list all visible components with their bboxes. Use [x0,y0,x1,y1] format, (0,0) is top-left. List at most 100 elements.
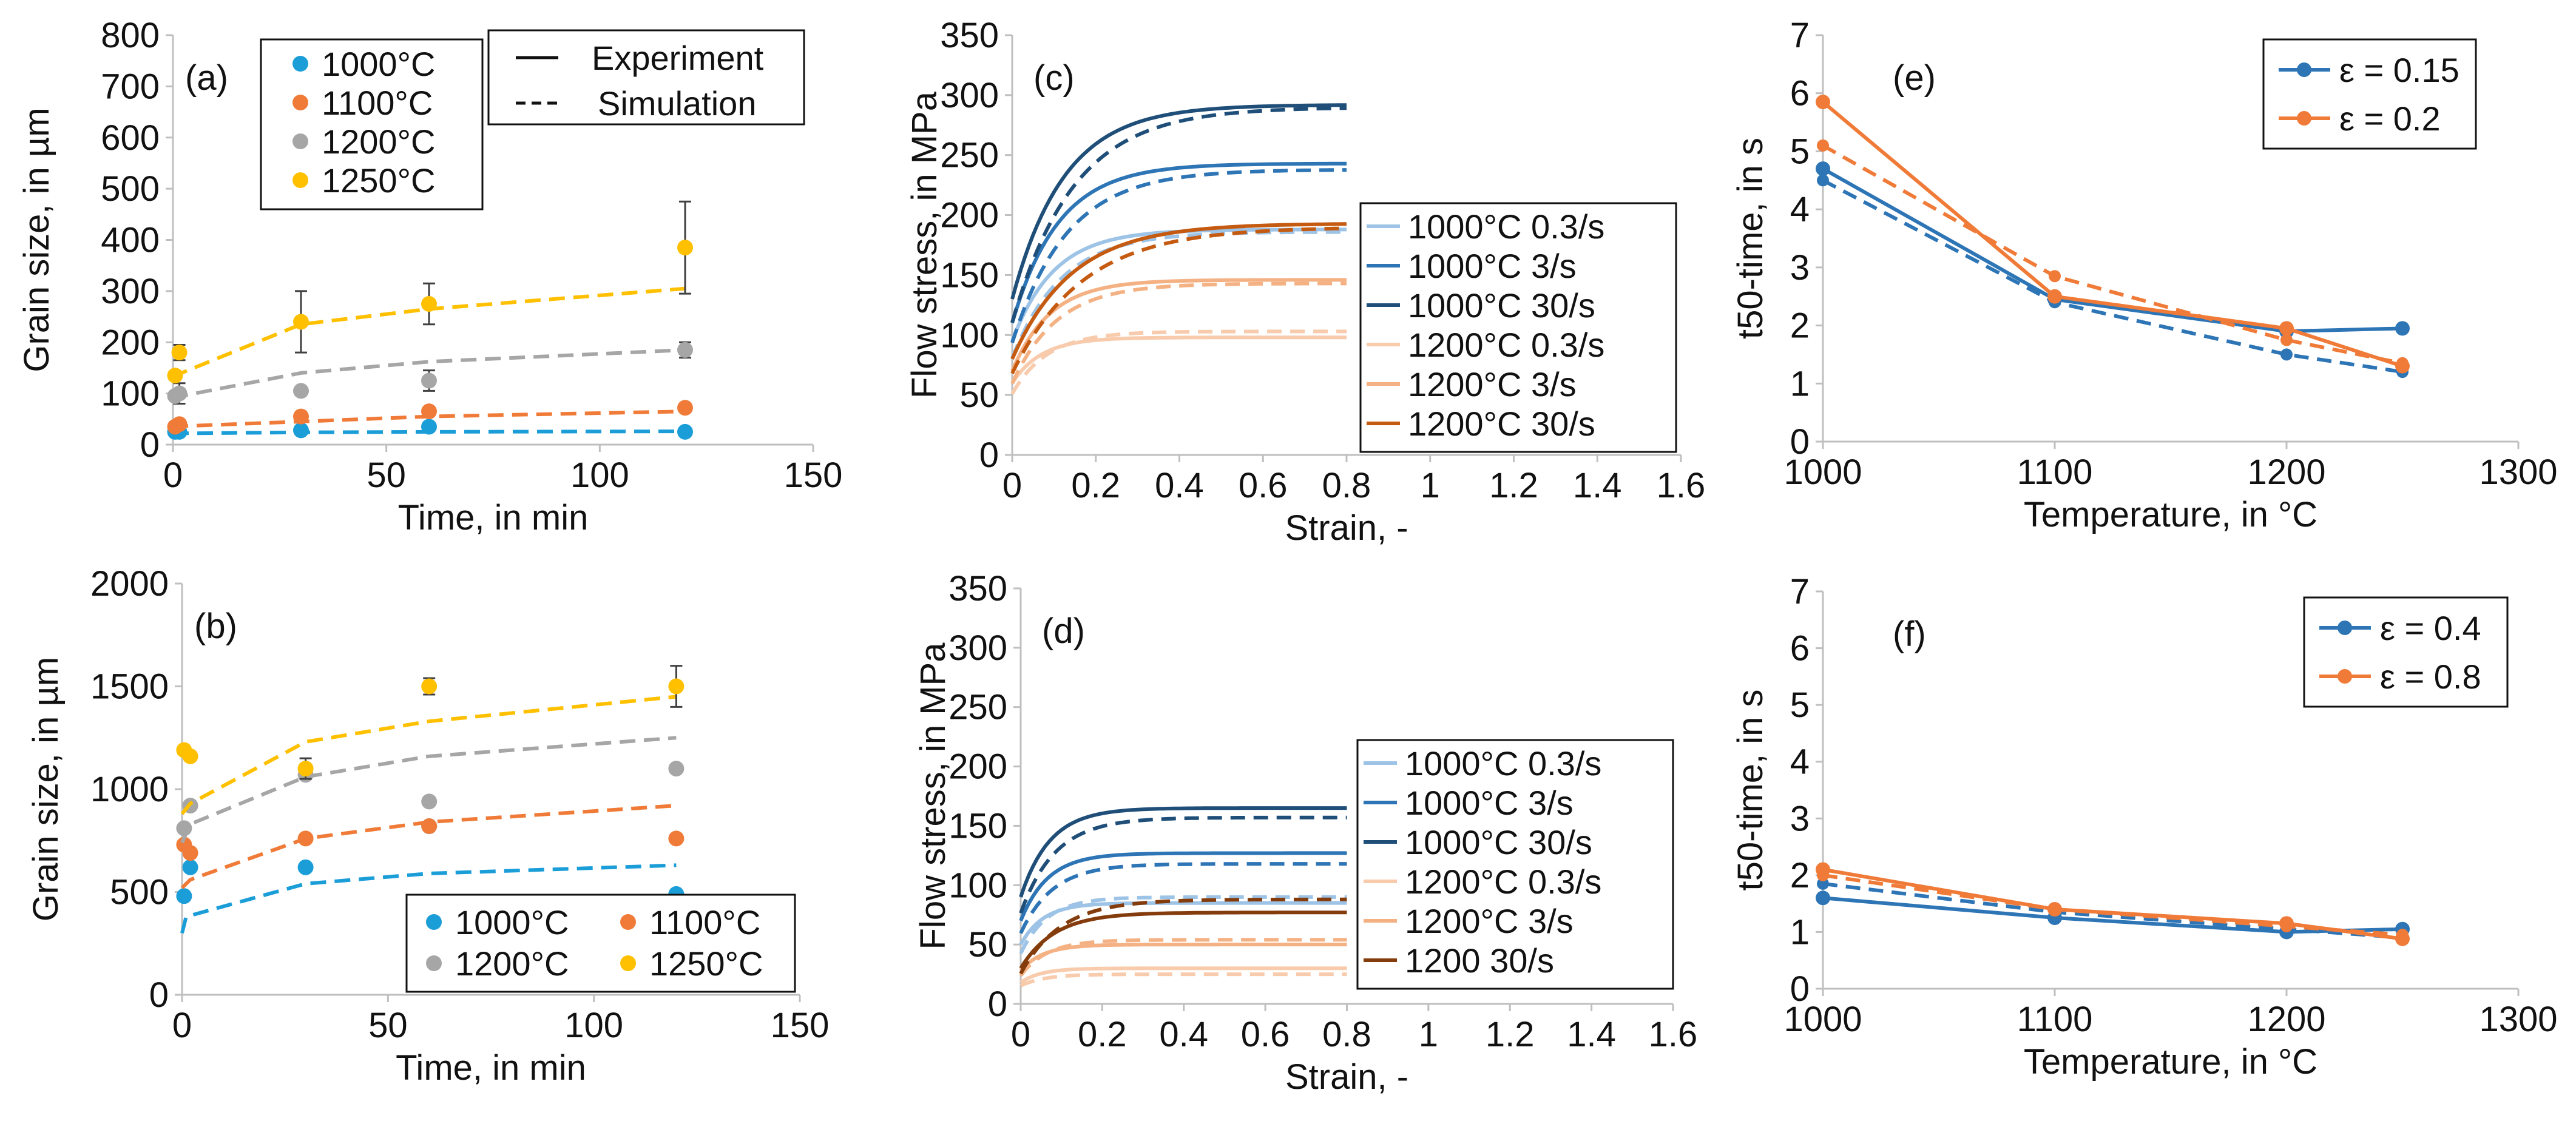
panel-label: (b) [194,607,237,646]
x-tick-label: 0 [172,1006,192,1045]
series-sim-line [1010,106,1347,323]
y-tick-label: 0 [140,425,160,465]
series-exp-line [1019,901,1347,946]
x-tick-label: 50 [367,456,406,495]
data-point [167,368,183,384]
x-tick-label: 1200 [2247,1000,2325,1039]
x-tick-label: 0 [1002,466,1022,505]
data-point [668,761,685,777]
legend-marker [292,133,308,149]
panel-c: 0 50 100 150 200 250 300 350 0 0.2 0.4 0.6 0.8 1 1.2 1.… [905,16,1705,548]
y-tick-label: 500 [110,873,169,912]
panel-e: 0 1 2 3 4 5 6 7 1000 1100 1200 1300 Temperature, in … [1731,16,2558,534]
y-tick-label: 0 [149,975,169,1015]
x-tick-label: 0.2 [1078,1015,1127,1054]
data-point [182,748,198,764]
series-exp-line [1010,278,1347,372]
data-point [1817,174,1829,187]
y-tick-label: 200 [101,323,160,362]
data-point [171,416,188,432]
y-tick-label: 500 [101,169,160,209]
legend-marker [2297,111,2311,126]
x-axis-title: Strain, - [1285,1057,1408,1097]
data-point [297,830,314,847]
legend-box [405,893,796,993]
data-point [1817,869,1829,881]
legend-label: 1200°C 30/s [1408,405,1595,443]
data-point [1816,890,1830,906]
data-point [421,793,438,810]
x-tick-label: 1100 [2017,1000,2093,1039]
legend-label: ε = 0.2 [2339,99,2441,138]
legend-label: Simulation [598,84,756,123]
series-sim-line [1019,815,1347,914]
series-sim-line [1010,226,1347,374]
x-tick-label: 100 [564,1006,623,1045]
y-axis-title: Flow stress, in MPa [905,91,944,399]
panel-b: 0 500 1000 1500 2000 0 50 100 150 Time, in min Gra… [26,564,829,1088]
data-point [2396,357,2409,369]
legend-marker [292,172,308,188]
x-tick-label: 0.6 [1239,466,1288,505]
y-tick-label: 350 [940,16,999,55]
data-point [297,761,314,777]
x-tick-label: 1 [1419,1015,1438,1054]
series-exp-line [1822,100,2403,368]
legend-label: 1000°C 0.3/s [1405,744,1601,782]
legend-label: Experiment [592,39,764,77]
x-tick-label: 1 [1421,466,1440,505]
legend-label: 1000°C 30/s [1408,286,1595,325]
series-sim-line [180,863,677,934]
x-tick-label: 1000 [1783,453,1862,492]
x-tick-label: 1.6 [1657,466,1706,505]
data-point [668,830,685,847]
y-tick-label: 100 [940,315,999,355]
legend-label: 1200°C [322,123,435,161]
data-point [1816,161,1830,177]
y-tick-label: 300 [940,76,999,115]
series-exp-line [1019,966,1347,984]
series-exp-line [1822,167,2403,334]
legend-label: ε = 0.8 [2380,658,2481,696]
legend-label: 1100°C [322,84,433,122]
y-tick-label: 0 [1790,969,1810,1009]
y-tick-label: 1500 [90,667,169,707]
legend-label: 1250°C [649,944,763,983]
y-tick-label: 2 [1790,306,1810,346]
legend-marker [426,914,442,930]
series-exp-line [1010,335,1347,385]
data-point [421,818,438,835]
legend-marker [620,955,636,971]
series-sim-line [1010,281,1347,385]
y-tick-label: 250 [940,136,999,175]
legend-box [1356,739,1674,990]
x-tick-label: 0 [1011,1015,1030,1054]
y-tick-label: 50 [968,925,1007,964]
legend-label: 1200°C 3/s [1405,902,1574,940]
x-axis-title: Time, in min [396,1048,586,1088]
y-axis-title: Grain size, in µm [17,107,56,372]
y-tick-label: 6 [1790,629,1810,668]
y-tick-label: 50 [959,375,999,415]
series-sim-line [1019,972,1347,988]
data-point [176,820,192,836]
legend-label: ε = 0.4 [2380,609,2481,647]
y-tick-label: 700 [101,67,160,106]
legend-marker [292,56,308,72]
legend-label: 1000°C 30/s [1405,823,1592,861]
data-point [421,295,437,312]
panel-label: (d) [1042,611,1085,651]
data-point [421,678,438,695]
y-tick-label: 150 [940,255,999,295]
y-tick-label: 1000 [90,770,169,809]
y-tick-label: 800 [101,16,160,55]
data-point [2047,289,2062,304]
data-point [2280,348,2293,361]
series-exp-line [1019,943,1347,972]
x-tick-label: 150 [771,1006,830,1045]
data-point [2049,903,2061,915]
panel-d: 0 50 100 150 200 250 300 350 0 0.2 0.4 0.6 0.8 1 1.2 1.… [913,569,1697,1097]
data-point [171,345,188,361]
panel-f: 0 1 2 3 4 5 6 7 1000 1100 1200 1300 Temperature, in … [1731,572,2558,1082]
x-axis-title: Temperature, in °C [2024,495,2317,534]
